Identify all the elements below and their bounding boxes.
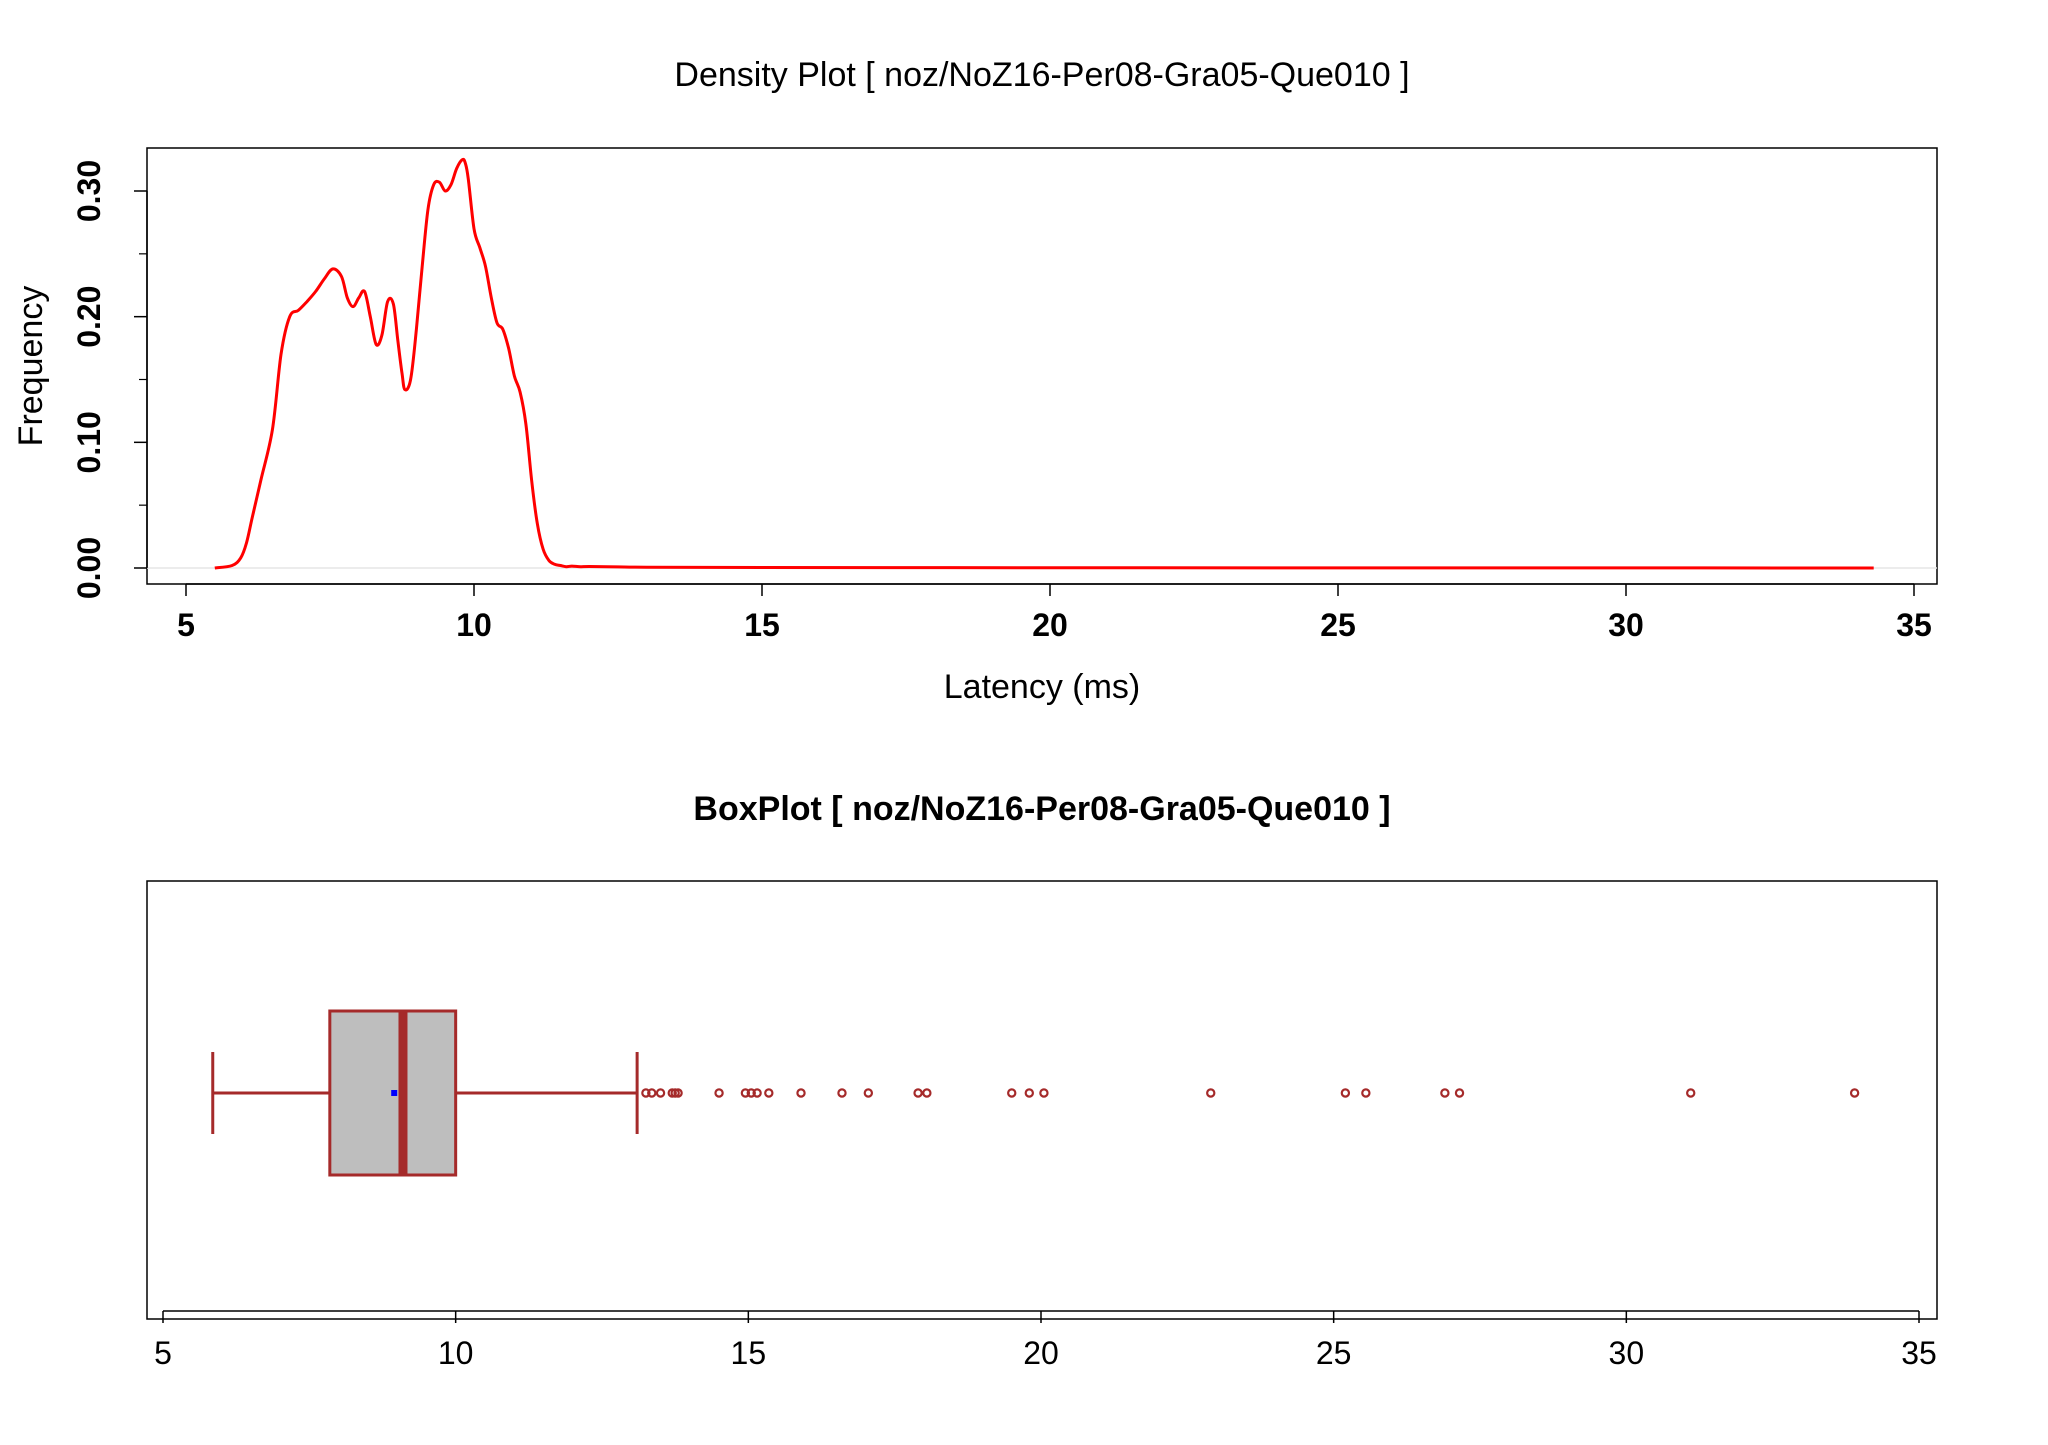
density-y-axis-label: Frequency (12, 286, 50, 447)
boxplot-outlier (1340, 1088, 1351, 1098)
boxplot-title: BoxPlot [ noz/NoZ16-Per08-Gra05-Que010 ] (693, 790, 1390, 828)
boxplot-outlier (913, 1088, 923, 1098)
density-y-tick-label: 0.20 (71, 286, 107, 348)
boxplot-mean-marker (391, 1090, 398, 1096)
boxplot-outlier (1206, 1088, 1216, 1098)
box-plot: BoxPlot [ noz/NoZ16-Per08-Gra05-Que010 ]… (146, 790, 1938, 1371)
density-title: Density Plot [ noz/NoZ16-Per08-Gra05-Que… (674, 56, 1409, 94)
boxplot-outlier (746, 1088, 756, 1098)
boxplot-outlier (714, 1088, 724, 1098)
density-x-tick-label: 15 (744, 607, 780, 643)
boxplot-outlier (837, 1088, 847, 1098)
density-x-tick-label: 30 (1608, 607, 1644, 643)
density-y-tick-label: 0.00 (71, 537, 107, 599)
boxplot-outlier (1039, 1088, 1049, 1098)
boxplot-x-tick-label: 35 (1901, 1335, 1937, 1371)
boxplot-x-tick-label: 30 (1609, 1335, 1645, 1371)
boxplot-outlier (673, 1088, 683, 1098)
boxplot-outlier (655, 1088, 666, 1098)
density-x-tick-label: 25 (1320, 607, 1356, 643)
boxplot-outliers (641, 1088, 1860, 1098)
boxplot-x-tick-label: 25 (1316, 1335, 1352, 1371)
boxplot-outlier (740, 1088, 751, 1098)
boxplot-x-tick-label: 20 (1023, 1335, 1059, 1371)
density-y-tick-label: 0.30 (71, 160, 107, 222)
density-curve (214, 157, 1874, 570)
boxplot-x-tick-label: 15 (731, 1335, 767, 1371)
density-x-axis: 5 10 15 20 25 30 35 (177, 583, 1932, 643)
boxplot-outlier (1024, 1088, 1034, 1098)
boxplot-outlier (1361, 1088, 1371, 1098)
boxplot-outlier (647, 1088, 657, 1098)
boxplot-outlier (922, 1088, 932, 1098)
density-plot-frame (146, 147, 1938, 585)
boxplot-outlier (641, 1088, 651, 1098)
boxplot-outlier (1007, 1088, 1017, 1098)
density-x-tick-label: 5 (177, 607, 195, 643)
density-x-axis-label: Latency (ms) (944, 668, 1141, 706)
boxplot-outlier (796, 1088, 806, 1098)
boxplot-elements (211, 1009, 639, 1177)
boxplot-outlier (752, 1088, 762, 1098)
boxplot-x-axis: 5 10 15 20 25 30 35 (154, 1310, 1937, 1371)
density-plot: Density Plot [ noz/NoZ16-Per08-Gra05-Que… (12, 56, 1938, 706)
boxplot-outlier (1686, 1088, 1696, 1098)
boxplot-outlier (1849, 1088, 1860, 1098)
density-y-tick-label: 0.10 (71, 411, 107, 473)
boxplot-outlier (764, 1088, 774, 1098)
boxplot-outlier (1440, 1088, 1450, 1098)
density-x-tick-label: 35 (1896, 607, 1932, 643)
density-y-axis: 0.00 0.10 0.20 0.30 (71, 160, 148, 599)
density-x-tick-label: 20 (1032, 607, 1068, 643)
boxplot-outlier (863, 1088, 874, 1098)
boxplot-x-tick-label: 5 (154, 1335, 172, 1371)
boxplot-outlier (1454, 1088, 1465, 1098)
density-x-tick-label: 10 (456, 607, 492, 643)
boxplot-plot-frame (146, 880, 1938, 1320)
boxplot-x-tick-label: 10 (438, 1335, 474, 1371)
